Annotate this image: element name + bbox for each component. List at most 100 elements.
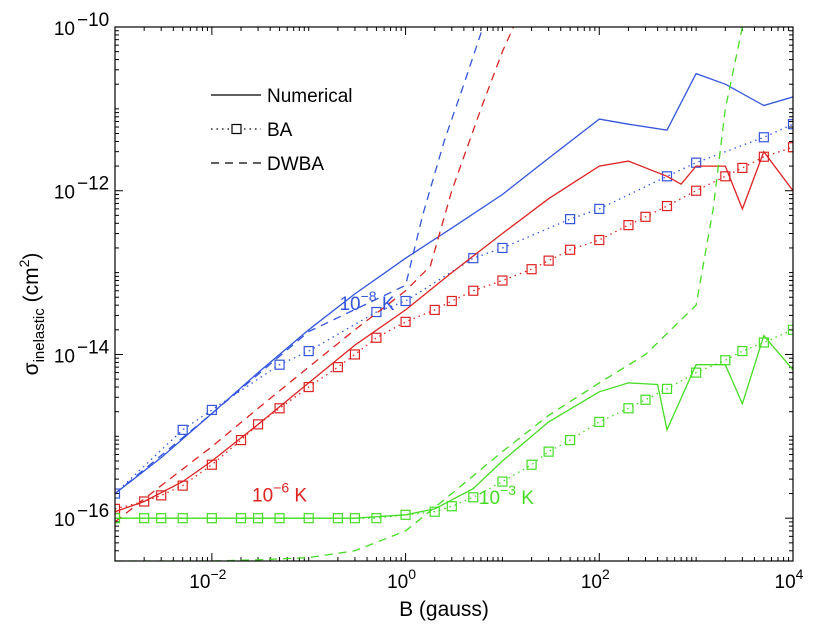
ba-marker [139, 513, 150, 524]
x-tick-label-2: 102 [581, 566, 610, 593]
ba-line [115, 329, 793, 519]
ba-marker [497, 242, 508, 254]
ba-marker [252, 513, 264, 524]
ba-marker [565, 244, 576, 255]
series-label-0-exp: −8 [361, 288, 377, 304]
numerical-line [115, 150, 793, 513]
ba-marker [661, 200, 673, 212]
ba-marker [156, 513, 167, 524]
y-axis-label: σinelastic (cm2) [16, 253, 48, 376]
y-tick-label-3-base: 10 [54, 19, 75, 40]
x-tick-label-3: 104 [775, 566, 804, 593]
ba-marker [429, 506, 440, 517]
ba-marker [497, 275, 508, 286]
legend: Numerical BA DWBA [211, 86, 353, 175]
series-label-2-tail: K [516, 488, 534, 509]
y-tick-label-0: 10 [54, 510, 75, 531]
ba-marker [758, 132, 769, 143]
ba-marker [758, 337, 769, 348]
ba-marker [400, 316, 411, 327]
series-label-0-tail: K [377, 294, 395, 315]
ba-marker [787, 324, 793, 335]
ba-marker [177, 513, 188, 524]
ba-marker [235, 513, 247, 524]
y-tick-exp-3: −10 [77, 10, 109, 31]
ba-marker [206, 513, 217, 524]
ba-line [115, 146, 793, 510]
ba-marker [303, 381, 314, 393]
ba-marker [787, 119, 793, 130]
series-0 [115, 27, 793, 499]
y-tick-label-0-base: 10 [54, 510, 75, 531]
legend-item-2: DWBA [211, 154, 324, 175]
y-axis-label-close: ) [20, 253, 43, 260]
x-axis-label: B (gauss) [399, 598, 489, 621]
series-label-1: 10−6 K [252, 479, 307, 506]
series-label-2-base: 10 [479, 488, 500, 509]
legend-label-2: DWBA [267, 154, 324, 175]
x-tick-label-1-base: 10 [387, 572, 408, 593]
y-tick-exp-2: −12 [77, 174, 109, 195]
dwba-line [115, 27, 515, 523]
y-axis-label-unit: (cm [20, 267, 43, 308]
ba-marker [206, 459, 217, 470]
ba-marker [468, 253, 479, 264]
y-tick-label-2: 10 [54, 183, 75, 204]
series-2 [115, 27, 793, 561]
x-tick-label-3-exp: 4 [796, 566, 804, 582]
ba-marker [543, 255, 554, 266]
ba-marker [720, 171, 731, 182]
legend-label-1: BA [267, 120, 293, 141]
ba-marker [661, 383, 673, 394]
plot-area [115, 27, 793, 561]
ba-marker [371, 332, 382, 343]
ba-marker [661, 171, 673, 182]
ba-marker [274, 403, 285, 414]
y-tick-label-1: 10 [54, 346, 75, 367]
ba-marker [640, 394, 651, 405]
y-tick-exp-0: −16 [77, 501, 109, 522]
legend-marker-square [231, 123, 242, 135]
series-label-1-base: 10 [252, 485, 273, 506]
ba-marker [594, 416, 605, 428]
ba-marker [252, 419, 264, 430]
x-tick-label-3-base: 10 [775, 572, 796, 593]
ba-marker [623, 403, 634, 414]
series-label-0-base: 10 [339, 294, 360, 315]
legend-item-1: BA [211, 120, 293, 141]
axis-ticks [114, 26, 793, 562]
ba-marker [235, 434, 247, 446]
y-tick-label-3: 10 [54, 19, 75, 40]
ba-marker [565, 434, 576, 446]
ba-marker [565, 214, 576, 225]
ba-marker [468, 285, 479, 296]
ba-marker [115, 503, 121, 514]
series-label-2: 10−3 K [479, 482, 534, 509]
series-label-1-exp: −6 [273, 479, 289, 495]
ba-marker [115, 488, 121, 499]
ba-line [115, 123, 793, 495]
ba-marker [787, 142, 793, 153]
ba-marker [349, 513, 361, 524]
plot-frame [114, 26, 794, 562]
ba-marker [497, 476, 508, 487]
ba-marker [623, 220, 634, 231]
ba-marker [691, 367, 702, 378]
series-1 [115, 27, 793, 523]
ba-marker [720, 355, 731, 366]
series-label-2-exp: −3 [500, 482, 516, 498]
numerical-line [115, 72, 793, 495]
y-tick-label-2-base: 10 [54, 183, 75, 204]
y-axis-label-base: σ [20, 362, 43, 375]
ba-marker [468, 492, 479, 503]
ba-marker [543, 446, 554, 457]
ba-marker [526, 459, 537, 470]
ba-marker [156, 490, 167, 501]
x-tick-label-0: 10−2 [189, 566, 226, 593]
legend-label-0: Numerical [267, 86, 353, 107]
ba-marker [274, 359, 285, 370]
ba-marker [691, 185, 702, 196]
ba-marker [177, 480, 188, 491]
x-tick-label-2-base: 10 [581, 572, 602, 593]
dwba-line [115, 27, 744, 561]
